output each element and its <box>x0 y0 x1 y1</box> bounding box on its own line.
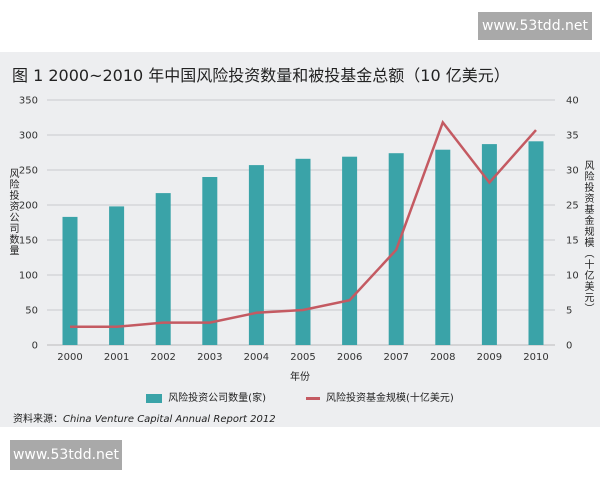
right-axis-label: 风险投资基金规模（十亿美元） <box>582 160 593 314</box>
right-tick-label: 0 <box>566 341 572 352</box>
bar <box>295 158 311 345</box>
legend-item-line: 风险投资基金规模(十亿美元) <box>306 389 454 404</box>
source-note: 资料来源：China Venture Capital Annual Report… <box>13 410 276 425</box>
right-tick-label: 25 <box>566 201 579 212</box>
left-tick-label: 350 <box>19 96 38 107</box>
legend-item-bars: 风险投资公司数量(家) <box>146 389 266 404</box>
bar <box>248 165 264 345</box>
source-text: China Venture Capital Annual Report 2012 <box>63 414 276 425</box>
x-tick-label: 2000 <box>57 352 82 363</box>
right-tick-label: 40 <box>566 96 579 107</box>
bar <box>109 206 125 345</box>
left-tick-label: 0 <box>32 341 38 352</box>
x-tick-label: 2004 <box>244 352 269 363</box>
source-label: 资料来源： <box>13 414 63 425</box>
right-tick-label: 10 <box>566 271 579 282</box>
bar-swatch-icon <box>146 393 163 403</box>
x-axis-label: 年份 <box>290 372 310 383</box>
bar <box>528 141 544 345</box>
bar <box>481 144 497 345</box>
left-axis-label: 风险投资公司数量 <box>7 168 18 256</box>
right-tick-label: 35 <box>566 131 579 142</box>
bar <box>62 216 78 345</box>
legend: 风险投资公司数量(家) 风险投资基金规模(十亿美元) <box>0 389 600 404</box>
line-swatch-icon <box>306 396 320 400</box>
x-tick-label: 2010 <box>523 352 548 363</box>
left-tick-label: 200 <box>19 201 38 212</box>
x-tick-label: 2009 <box>477 352 502 363</box>
right-tick-label: 15 <box>566 236 579 247</box>
legend-label: 风险投资基金规模(十亿美元) <box>326 393 454 404</box>
chart-title: 图 1 2000~2010 年中国风险投资数量和被投基金总额（10 亿美元） <box>12 66 510 85</box>
right-tick-label: 5 <box>566 306 572 317</box>
x-tick-label: 2005 <box>290 352 315 363</box>
watermark-top: www.53tdd.net <box>478 12 592 40</box>
bar <box>435 149 451 345</box>
x-tick-label: 2001 <box>104 352 129 363</box>
watermark-bottom: www.53tdd.net <box>10 440 122 470</box>
right-tick-label: 30 <box>566 166 579 177</box>
left-tick-label: 150 <box>19 236 38 247</box>
bar <box>202 177 218 345</box>
x-tick-label: 2003 <box>197 352 222 363</box>
left-tick-label: 100 <box>19 271 38 282</box>
legend-label: 风险投资公司数量(家) <box>168 393 266 404</box>
bar <box>342 156 358 345</box>
x-tick-label: 2002 <box>150 352 175 363</box>
left-tick-label: 50 <box>25 306 38 317</box>
x-tick-label: 2006 <box>337 352 362 363</box>
x-tick-label: 2008 <box>430 352 455 363</box>
x-tick-label: 2007 <box>383 352 408 363</box>
bar <box>155 193 171 345</box>
left-tick-label: 300 <box>19 131 38 142</box>
left-tick-label: 250 <box>19 166 38 177</box>
